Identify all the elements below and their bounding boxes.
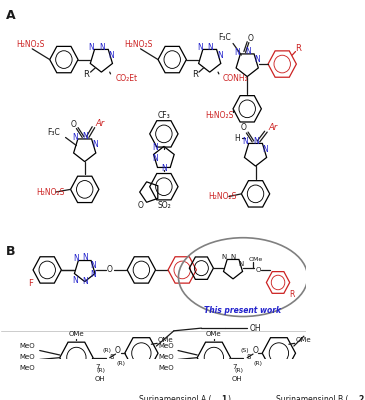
Text: N: N <box>254 55 260 64</box>
Text: (R): (R) <box>97 368 106 373</box>
Text: N: N <box>90 270 96 279</box>
Text: R: R <box>192 70 197 79</box>
Text: H₂NO₂S: H₂NO₂S <box>16 40 45 49</box>
Text: Surinamensinol B (: Surinamensinol B ( <box>276 395 349 400</box>
Text: (R): (R) <box>234 368 243 373</box>
Text: N: N <box>152 154 158 164</box>
Text: 8: 8 <box>109 354 114 360</box>
Text: 2: 2 <box>359 395 364 400</box>
Text: CONH₂: CONH₂ <box>222 74 248 83</box>
Text: N: N <box>234 48 240 57</box>
Text: A: A <box>5 8 15 22</box>
Text: OMe: OMe <box>296 337 311 343</box>
Text: (R): (R) <box>103 348 112 353</box>
Text: MeO: MeO <box>20 354 35 360</box>
Text: N: N <box>72 133 78 142</box>
Text: 7: 7 <box>95 364 100 370</box>
Text: R: R <box>84 70 89 79</box>
Text: CO₂Et: CO₂Et <box>116 74 138 83</box>
Text: OMe: OMe <box>206 331 222 337</box>
Text: MeO: MeO <box>20 364 35 370</box>
Text: (R): (R) <box>116 360 125 366</box>
Text: N: N <box>197 44 203 52</box>
Text: O: O <box>107 266 113 274</box>
Text: H₂NO₂S: H₂NO₂S <box>208 192 237 201</box>
Text: O: O <box>253 346 258 355</box>
Text: N: N <box>83 132 88 141</box>
Text: N: N <box>230 254 236 260</box>
Text: N: N <box>208 42 214 52</box>
Text: MeO: MeO <box>158 354 174 360</box>
Text: N: N <box>254 136 259 146</box>
Text: N: N <box>239 261 244 267</box>
Text: MeO: MeO <box>158 343 174 349</box>
Text: N: N <box>243 138 249 146</box>
Text: This present work: This present work <box>204 306 282 315</box>
Text: N: N <box>245 47 251 56</box>
Text: N: N <box>161 164 167 173</box>
Text: N: N <box>263 144 268 154</box>
Text: (S): (S) <box>241 348 249 353</box>
Text: N: N <box>82 253 88 262</box>
Text: N: N <box>99 42 105 52</box>
Text: R: R <box>295 44 301 53</box>
Text: Ar: Ar <box>268 123 278 132</box>
Text: O: O <box>71 120 77 128</box>
Text: SO₂: SO₂ <box>157 201 171 210</box>
Text: Ar: Ar <box>95 119 104 128</box>
Text: N: N <box>73 254 79 263</box>
Text: N: N <box>217 50 223 60</box>
Text: OH: OH <box>232 376 242 382</box>
Text: H: H <box>234 134 240 143</box>
Text: Surinamensinol A (: Surinamensinol A ( <box>139 395 211 400</box>
Text: H₂NO₂S: H₂NO₂S <box>125 40 153 49</box>
Text: N: N <box>82 277 88 286</box>
Text: H₂NO₂S: H₂NO₂S <box>205 112 234 120</box>
Text: OMe: OMe <box>249 257 263 262</box>
Text: O: O <box>247 34 253 42</box>
Text: O: O <box>115 346 121 355</box>
Text: OMe: OMe <box>69 331 84 337</box>
Text: OH: OH <box>95 376 105 382</box>
Text: 1: 1 <box>221 395 227 400</box>
Text: F₃C: F₃C <box>47 128 60 138</box>
Text: MeO: MeO <box>158 364 174 370</box>
Text: N: N <box>88 44 94 52</box>
Text: (R): (R) <box>254 360 262 366</box>
Text: N: N <box>73 276 78 285</box>
Text: F: F <box>28 279 33 288</box>
Text: B: B <box>5 245 15 258</box>
Text: H₂NO₂S: H₂NO₂S <box>36 188 65 196</box>
Text: F₃C: F₃C <box>218 33 231 42</box>
Text: OH: OH <box>250 324 261 333</box>
Text: N: N <box>92 140 97 149</box>
Text: O: O <box>241 123 247 132</box>
Text: 8: 8 <box>247 354 251 360</box>
Text: N: N <box>90 261 96 270</box>
Text: R: R <box>289 290 295 299</box>
Text: CF₃: CF₃ <box>158 110 170 120</box>
Text: ): ) <box>227 395 230 400</box>
Text: N: N <box>108 50 114 60</box>
Text: O: O <box>138 201 143 210</box>
Text: OMe: OMe <box>158 337 174 343</box>
Text: N: N <box>152 143 158 152</box>
Text: MeO: MeO <box>20 343 35 349</box>
Text: 7: 7 <box>233 364 237 370</box>
Text: O: O <box>255 267 261 273</box>
Text: N: N <box>221 254 227 260</box>
